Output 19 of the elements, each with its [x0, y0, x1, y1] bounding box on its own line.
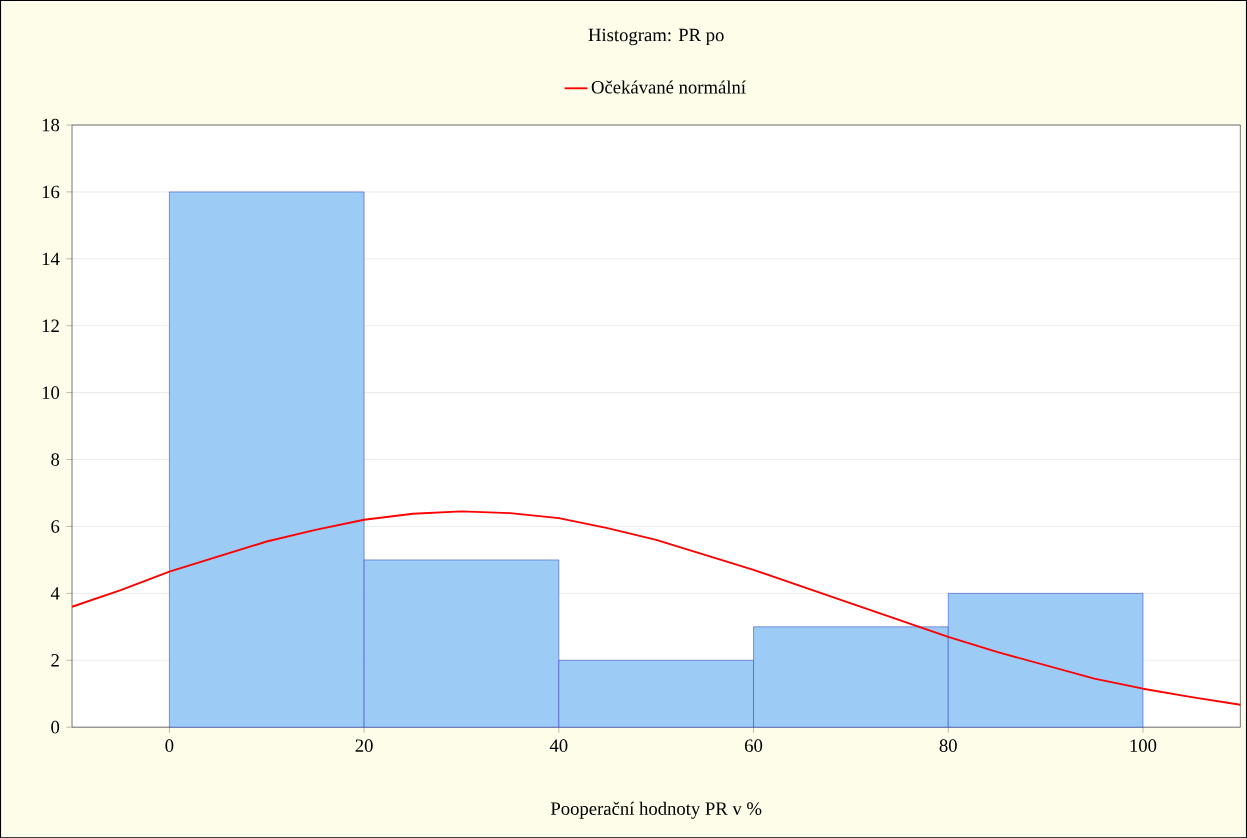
y-tick-label: 14 [42, 252, 60, 265]
x-tick-label: 20 [355, 739, 373, 752]
x-tick-label: 100 [1130, 739, 1157, 752]
chart-title: Histogram: PR po [588, 28, 724, 46]
x-axis-title: Pooperační hodnoty PR v % [550, 801, 762, 819]
x-tick-label: 60 [745, 739, 763, 752]
y-tick-label: 0 [51, 720, 60, 734]
y-tick-label: 16 [42, 185, 60, 199]
legend-label: Očekávané normální [591, 80, 746, 94]
x-tick-label: 0 [165, 739, 174, 752]
x-tick-label: 40 [549, 739, 568, 752]
x-tick-label: 80 [939, 739, 957, 752]
y-tick-label: 18 [42, 118, 60, 132]
y-tick-label: 6 [51, 520, 60, 533]
y-tick-label: 10 [42, 386, 60, 399]
y-tick-label: 2 [51, 654, 59, 667]
y-tick-label: 4 [50, 587, 60, 600]
y-tick-label: 8 [51, 453, 60, 466]
y-tick-label: 12 [42, 319, 59, 332]
